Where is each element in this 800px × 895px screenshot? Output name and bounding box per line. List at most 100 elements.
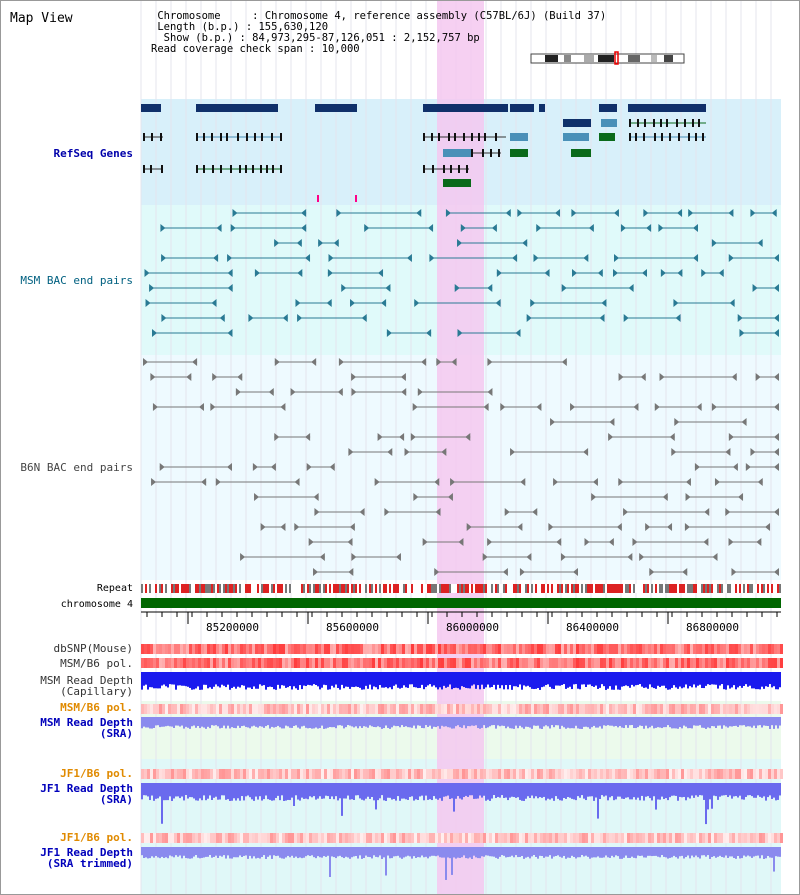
msm-pol2-cell [639, 704, 642, 714]
msm-sra-depth-bar [307, 717, 309, 729]
jf1-trim-depth-bar [569, 847, 571, 858]
jf1-pol-cell [300, 769, 303, 779]
msm-bac-end [536, 224, 542, 232]
repeat-mark [261, 584, 263, 593]
dbsnp-cell [195, 644, 198, 654]
msm-bac-end [445, 209, 451, 217]
b6n-bac-end [313, 568, 319, 576]
msm-sra-depth-bar [533, 717, 535, 726]
msm-pol2-cell [372, 704, 375, 714]
msm-pol2-cell [159, 704, 162, 714]
dbsnp-cell [141, 644, 144, 654]
jf1-pol2-cell [615, 833, 618, 843]
msm-sra-depth-bar [237, 717, 239, 726]
b6n-bac-end [399, 433, 405, 441]
jf1-trim-depth-bar [373, 847, 375, 856]
msm-depth-capillary-label[interactable]: MSM Read Depth (Capillary) [40, 674, 133, 698]
jf1-sra-depth-bar [567, 783, 569, 798]
repeat-mark [515, 584, 517, 593]
jf1-trim-depth-bar [545, 847, 547, 857]
jf1-pol-cell [762, 769, 765, 779]
dbsnp-cell [279, 644, 282, 654]
gene-exon [454, 133, 456, 141]
msm-cap-depth-bar [661, 672, 663, 686]
msm-pol-cell [432, 658, 435, 668]
dbsnp-cell [657, 644, 660, 654]
gene-block [510, 133, 528, 141]
msm-sra-depth-bar [599, 717, 601, 727]
dbsnp-track-label[interactable]: dbSNP(Mouse) [53, 642, 133, 655]
b6n-bac-end [536, 403, 542, 411]
msm-pol-cell [738, 658, 741, 668]
gene-exon [230, 165, 232, 173]
jf1-pol-cell [588, 769, 591, 779]
repeat-mark [281, 584, 283, 593]
jf1-pol-track-label[interactable]: JF1/B6 pol. [60, 767, 133, 780]
jf1-trim-depth-bar [493, 847, 495, 857]
refseq-track-label[interactable]: RefSeq Genes [53, 147, 133, 160]
msm-sra-depth-bar [277, 717, 279, 726]
msm-pol-track-label[interactable]: MSM/B6 pol. [60, 657, 133, 670]
msm-pol2-cell [183, 704, 186, 714]
msm-pol2-cell [171, 704, 174, 714]
msm-cap-depth-bar [755, 672, 757, 690]
msm-pol2-cell [771, 704, 774, 714]
jf1-pol2-cell [576, 833, 579, 843]
msm-pol-cell [597, 658, 600, 668]
b6n-bac-end [728, 433, 734, 441]
msm-cap-depth-bar [515, 672, 517, 687]
jf1-pol2-track-label[interactable]: JF1/B6 pol. [60, 831, 133, 844]
msm-pol-cell [342, 658, 345, 668]
jf1-pol2-cell [192, 833, 195, 843]
msm-cap-depth-bar [201, 672, 203, 690]
repeat-mark [165, 584, 167, 593]
jf1-sra-depth-bar [187, 783, 189, 799]
b6n-bac-end [313, 493, 319, 501]
msm-cap-depth-bar [461, 672, 463, 687]
jf1-pol-cell [153, 769, 156, 779]
jf1-pol2-cell [330, 833, 333, 843]
b6n-bac-end [728, 538, 734, 546]
length-value: 155,630,120 [258, 21, 329, 33]
msm-cap-depth-bar [279, 672, 281, 689]
msm-pol2-cell [570, 704, 573, 714]
msm-sra-depth-bar [645, 717, 647, 726]
repeat-mark [475, 584, 477, 593]
repeat-mark [747, 584, 749, 593]
msm-sra-depth-bar [239, 717, 241, 728]
b6n-bac-end [774, 463, 779, 471]
jf1-sra-depth-bar [751, 783, 753, 797]
msm-depth-sra-label[interactable]: MSM Read Depth (SRA) [40, 716, 133, 740]
ideogram-band [628, 55, 640, 62]
msm-sra-depth-bar [393, 717, 395, 726]
msm-sra-depth-bar [251, 717, 253, 727]
jf1-sra-depth-bar [743, 783, 745, 800]
jf1-pol2-cell [504, 833, 507, 843]
jf1-sra-depth-bar [269, 783, 271, 800]
msm-pol2-cell [228, 704, 231, 714]
jf1-depth-trimmed-label[interactable]: JF1 Read Depth (SRA trimmed) [40, 846, 133, 870]
b6n-bac-track-label[interactable]: B6N BAC end pairs [20, 461, 133, 474]
msm-bac-end [750, 209, 756, 217]
msm-pol2-track-label[interactable]: MSM/B6 pol. [60, 701, 133, 714]
jf1-trim-depth-bar [747, 847, 749, 856]
msm-bac-track-label[interactable]: MSM BAC end pairs [20, 274, 133, 287]
msm-pol-cell [507, 658, 510, 668]
msm-bac-end [213, 254, 219, 262]
jf1-trim-depth-bar [539, 847, 541, 856]
repeat-mark [231, 584, 233, 593]
jf1-pol-cell [192, 769, 195, 779]
msm-sra-depth-bar [673, 717, 675, 729]
jf1-depth-sra-label[interactable]: JF1 Read Depth (SRA) [40, 782, 133, 806]
jf1-pol-cell [504, 769, 507, 779]
jf1-pol-cell [177, 769, 180, 779]
dbsnp-cell [714, 644, 717, 654]
msm-sra-depth-bar [537, 717, 539, 726]
b6n-bac-end [351, 373, 357, 381]
msm-pol2-cell [522, 704, 525, 714]
msm-sra-depth-bar [279, 717, 281, 728]
b6n-bac-end [632, 538, 638, 546]
msm-cap-depth-bar [659, 672, 661, 688]
jf1-trim-depth-bar [201, 847, 203, 858]
